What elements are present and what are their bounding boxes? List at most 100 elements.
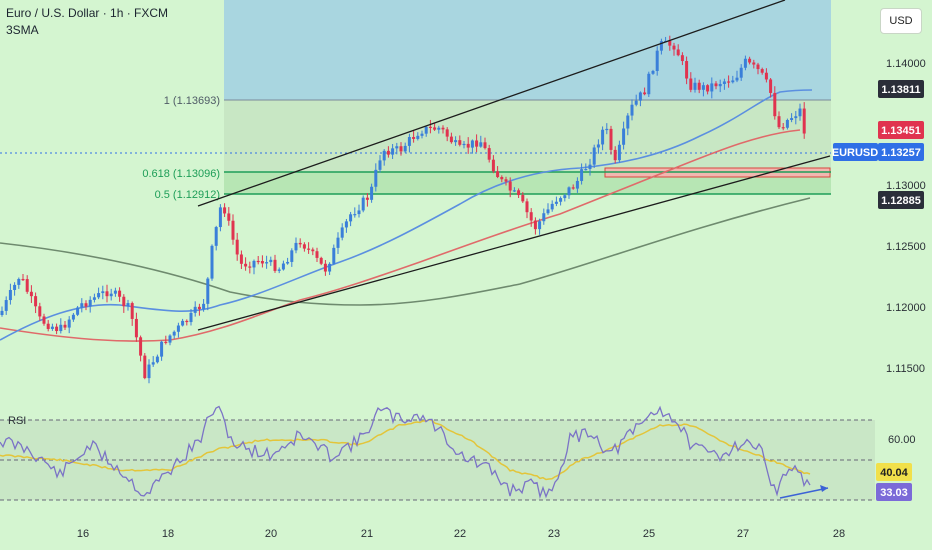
candle-body [706,85,710,92]
candle-body [538,221,542,230]
candle-body [773,92,777,117]
candle-body [634,100,638,105]
candle-body [67,319,71,328]
candle-body [651,70,655,74]
candle-body [685,61,689,79]
candle-body [710,83,714,92]
candle-body [265,262,269,264]
candle-body [168,335,172,343]
candle-body [17,278,21,285]
candle-body [164,341,168,343]
candle-body [609,128,613,150]
candle-body [332,247,336,264]
currency-button[interactable]: USD [880,8,922,34]
candle-body [689,78,693,90]
candle-body [743,58,747,68]
candle-body [193,306,197,313]
rsi-badge-signal: 40.04 [876,463,912,481]
channel-lower-line [197,155,831,331]
candle-body [701,85,705,90]
candle-body [105,291,109,297]
candle-body [71,314,75,320]
price-badge-value: 1.13811 [881,84,920,96]
candle-body [386,150,390,155]
candle-body [605,128,609,131]
candle-body [244,263,248,267]
price-tick: 1.14000 [886,58,926,70]
price-axis[interactable]: 1.14000 1.13000 1.12500 1.12000 1.11500 … [886,58,926,446]
candle-body [160,341,164,357]
candle-body [252,260,256,268]
candle-body [748,58,752,63]
candle-body [764,72,768,80]
candle-body [340,227,344,238]
rsi-signal-value: 40.04 [880,467,908,479]
candle-body [290,250,294,262]
candle-body [210,245,214,279]
candle-body [155,356,159,363]
candle-body [227,213,231,221]
candle-body [424,126,428,134]
candle-body [727,81,731,83]
candle-body [63,324,67,328]
rsi-divergence-arrow [820,485,828,492]
candle-body [370,186,374,200]
candle-body [458,140,462,145]
candle-body [294,242,298,251]
candle-body [185,320,189,323]
rsi-badge-value: 33.03 [876,483,912,501]
candle-body [92,297,96,300]
candle-body [433,127,437,130]
time-axis[interactable]: 16 18 20 21 22 23 25 27 28 [77,528,845,540]
candle-body [735,77,739,81]
candle-body [139,337,143,356]
candle-body [496,171,500,178]
candle-body [395,146,399,149]
candle-body [323,263,327,272]
candle-body [529,212,533,221]
rsi-value: 33.03 [880,487,908,499]
candle-body [483,142,487,149]
candle-body [563,195,567,199]
price-badge-value: 1.13257 [881,147,921,159]
candle-body [130,303,134,319]
candle-body [113,290,117,294]
price-badge-value: 1.12885 [881,195,921,207]
candle-body [202,303,206,310]
candle-body [29,291,33,297]
candle-body [118,290,122,297]
candle-body [46,323,50,329]
candle-body [794,116,798,119]
candle-body [588,164,592,170]
candle-body [533,220,537,230]
candle-body [298,242,302,245]
price-tick: 1.13000 [886,180,926,192]
candle-body [601,129,605,145]
candle-body [626,115,630,129]
candle-body [8,289,12,301]
candle-body [693,82,697,90]
candle-body [697,82,701,90]
candle-body [613,149,617,161]
candle-body [277,269,281,271]
candle-body [260,260,264,264]
candle-body [361,197,365,211]
candle-body [777,116,781,128]
candles [0,35,806,384]
candle-body [269,259,273,263]
candle-body [470,140,474,148]
candle-body [126,303,130,307]
candle-body [256,260,260,263]
indicator-label: 3SMA [6,23,39,37]
candle-body [739,67,743,78]
candle-body [302,244,306,249]
candle-body [25,279,29,292]
time-tick: 20 [265,528,277,540]
candle-body [13,284,17,290]
time-tick: 27 [737,528,749,540]
candle-body [307,248,311,250]
candle-body [176,325,180,332]
candle-body [21,278,25,281]
candle-body [76,307,80,315]
